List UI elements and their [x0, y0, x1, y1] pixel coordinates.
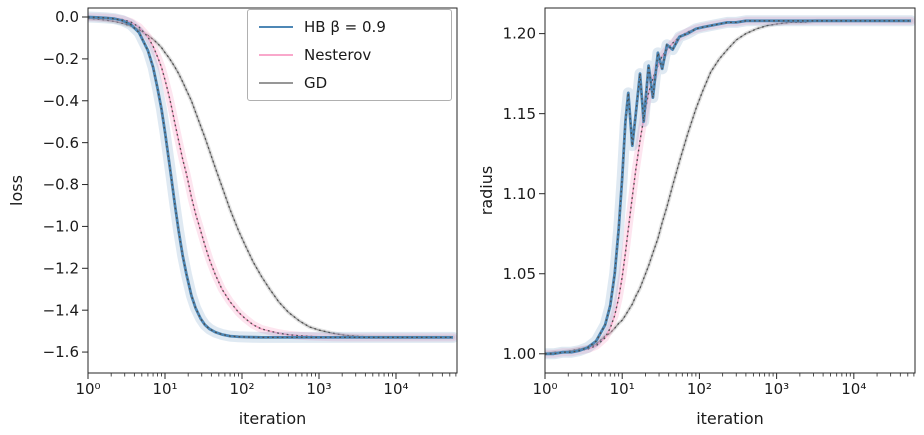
legend-line-gd — [259, 82, 293, 84]
radius-plot: 10⁰ 10¹ 10² 10³ 10⁴ 1.00 1.05 1.10 1.15 1.20 itera… — [477, 7, 916, 428]
loss-plot: 10⁰ 10¹ 10² 10³ 10⁴ 0.0 −0.2 −0.4 −0.6 −0.8 −1.0 −1… — [7, 7, 458, 428]
legend-label-hb: HB β = 0.9 — [304, 18, 386, 36]
line-HB β = 0.9 — [88, 15, 453, 339]
dotted-GD — [545, 20, 911, 355]
y-tick-label: 1.15 — [503, 105, 536, 123]
axes-box — [87, 7, 458, 374]
legend-label-nesterov: Nesterov — [304, 46, 372, 64]
legend-item-nesterov: Nesterov — [259, 46, 440, 64]
axes-box — [544, 7, 916, 374]
dotted-GD — [88, 17, 453, 339]
band-Nesterov — [545, 16, 915, 358]
x-tick-label: 10² — [687, 380, 712, 398]
x-tick-label: 10³ — [306, 380, 331, 398]
y-tick-label: 1.10 — [503, 185, 536, 203]
x-tick-label: 10⁴ — [383, 380, 408, 398]
y-tick-label: −0.2 — [43, 50, 79, 68]
y-tick-label: 1.20 — [503, 25, 536, 43]
x-tick-label: 10⁴ — [841, 380, 866, 398]
y-tick-label: 1.05 — [503, 265, 536, 283]
x-tick-label: 10³ — [764, 380, 789, 398]
dotted-Nesterov — [545, 20, 911, 355]
ylabel-loss: loss — [7, 175, 26, 206]
band-HB β = 0.9 — [545, 15, 915, 360]
y-tick-label: −1.0 — [43, 218, 79, 236]
series-area — [545, 15, 915, 360]
line-HB β = 0.9 — [545, 19, 911, 356]
line-GD — [545, 20, 911, 355]
ylabel-radius: radius — [477, 166, 496, 215]
legend-line-hb — [259, 25, 293, 29]
line-Nesterov — [545, 20, 911, 355]
y-tick-label: −1.6 — [43, 343, 79, 361]
xlabel-iteration: iteration — [696, 409, 764, 428]
x-tick-label: 10¹ — [152, 380, 177, 398]
legend-item-gd: GD — [259, 74, 440, 92]
y-tick-label: 1.00 — [503, 345, 536, 363]
y-tick-label: −1.4 — [43, 301, 79, 319]
legend-item-hb: HB β = 0.9 — [259, 18, 440, 36]
y-tick-label: −1.2 — [43, 259, 79, 277]
dotted-HB β = 0.9 — [545, 20, 911, 355]
x-tick-label: 10¹ — [610, 380, 635, 398]
x-tick-label: 10⁰ — [532, 380, 557, 398]
legend-line-nesterov — [259, 54, 293, 56]
y-tick-label: −0.4 — [43, 92, 79, 110]
legend: HB β = 0.9 Nesterov GD — [247, 9, 452, 101]
y-tick-label: −0.6 — [43, 134, 79, 152]
legend-label-gd: GD — [304, 74, 328, 92]
x-tick-label: 10⁰ — [75, 380, 100, 398]
xlabel-iteration: iteration — [239, 409, 307, 428]
x-tick-label: 10² — [229, 380, 254, 398]
band-GD — [545, 18, 913, 356]
series-area — [88, 11, 457, 343]
y-tick-label: 0.0 — [55, 8, 79, 26]
y-tick-label: −0.8 — [43, 176, 79, 194]
